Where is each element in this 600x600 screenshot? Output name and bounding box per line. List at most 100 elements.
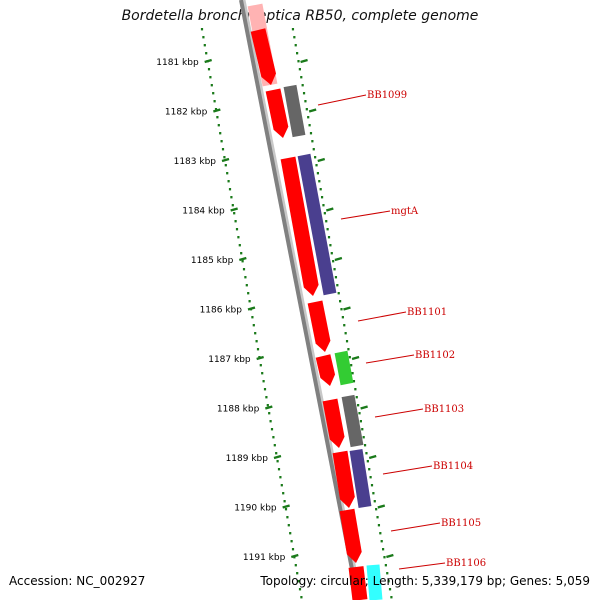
major-tick-mark (230, 207, 238, 212)
tick-dot (234, 220, 237, 223)
tick-dot (298, 68, 301, 71)
tick-dot (323, 212, 326, 215)
gene-label-leader (357, 311, 407, 322)
tick-dot (216, 116, 219, 119)
tick-dot (370, 484, 374, 487)
tick-label: 1184 kbp (182, 207, 225, 217)
outer-tick-mark (308, 108, 317, 113)
tick-label: 1191 kbp (243, 553, 286, 563)
gene-label-leader (382, 465, 433, 475)
major-tick-mark (256, 355, 264, 361)
gene-label: BB1099 (367, 90, 407, 101)
tick-dot (361, 428, 364, 431)
tick-dot (337, 292, 340, 295)
tick-dot (359, 420, 362, 423)
gene-arrow-cds (315, 354, 336, 386)
tick-dot (357, 404, 360, 407)
tick-dot (307, 116, 310, 119)
tick-dot (276, 460, 279, 463)
tick-dot (294, 564, 297, 567)
tick-dot (233, 212, 236, 215)
tick-dot (297, 580, 300, 583)
tick-dot (300, 76, 303, 79)
major-tick-mark (264, 405, 273, 410)
tick-dot (352, 380, 356, 383)
tick-dot (372, 492, 375, 495)
tick-dot (203, 44, 206, 47)
tick-dot (289, 532, 292, 535)
tick-dot (254, 332, 257, 335)
tick-dot (308, 124, 311, 127)
tick-dot (268, 412, 271, 415)
tick-dot (255, 340, 258, 343)
tick-dot (217, 124, 220, 127)
major-tick-mark (238, 256, 247, 262)
tick-dot (309, 132, 313, 135)
outer-tick-mark (377, 504, 386, 509)
tick-dot (282, 492, 285, 495)
feature-bar-blue (349, 448, 372, 509)
tick-dot (333, 268, 336, 271)
tick-dot (347, 348, 350, 351)
tick-dot (304, 100, 307, 103)
tick-dot (272, 436, 275, 439)
tick-dot (297, 60, 300, 63)
backbone-line (239, 0, 360, 600)
outer-tick-mark (317, 157, 326, 163)
major-tick-mark (204, 58, 213, 64)
tick-dot (212, 92, 215, 95)
tick-dot (363, 444, 367, 447)
tick-label: 1188 kbp (217, 405, 260, 415)
tick-dot (350, 364, 353, 367)
outer-tick-mark (343, 306, 351, 311)
tick-dot (300, 596, 303, 599)
tick-dot (348, 356, 351, 359)
tick-dot (302, 92, 306, 95)
tick-dot (315, 164, 318, 167)
tick-dot (320, 196, 324, 199)
genome-summary-text: Topology: circular; Length: 5,339,179 bp… (260, 574, 590, 588)
tick-dot (247, 292, 250, 295)
tick-label: 1190 kbp (234, 504, 277, 514)
outer-tick-ring (291, 28, 393, 599)
tick-dot (369, 476, 372, 479)
tick-dot (381, 548, 385, 551)
feature-bar-cyan (366, 564, 383, 600)
tick-dot (273, 444, 276, 447)
tick-label: 1189 kbp (226, 454, 269, 464)
tick-dot (322, 204, 325, 207)
gene-arrow-cds (265, 88, 289, 138)
gene-label-leader (374, 408, 424, 418)
outer-tick-mark (351, 355, 360, 361)
tick-dot (301, 84, 304, 87)
tick-dot (373, 500, 376, 503)
tick-dot (390, 596, 393, 599)
tick-dot (362, 436, 365, 439)
tick-dot (248, 300, 251, 303)
tick-dot (202, 36, 205, 39)
tick-dot (220, 140, 223, 143)
gene-label-leader (398, 562, 446, 570)
tick-dot (256, 348, 260, 351)
tick-dot (259, 364, 262, 367)
tick-dot (265, 396, 268, 399)
gene-label-leader (317, 94, 367, 106)
tick-dot (368, 468, 371, 471)
tick-dot (213, 100, 216, 103)
tick-label: 1183 kbp (174, 157, 217, 167)
tick-dot (219, 132, 222, 135)
gene-arrow-cds (332, 450, 355, 508)
tick-dot (380, 540, 383, 543)
tick-dot (262, 380, 265, 383)
outer-tick-mark (325, 207, 334, 212)
tick-dot (223, 156, 226, 159)
major-tick-mark (221, 157, 230, 163)
tick-label: 1185 kbp (191, 256, 234, 266)
tick-dot (296, 52, 299, 55)
gene-label: BB1106 (446, 558, 486, 569)
tick-dot (387, 580, 390, 583)
tick-dot (244, 276, 247, 279)
tick-dot (351, 372, 354, 375)
tick-dot (290, 540, 293, 543)
tick-dot (200, 28, 204, 31)
